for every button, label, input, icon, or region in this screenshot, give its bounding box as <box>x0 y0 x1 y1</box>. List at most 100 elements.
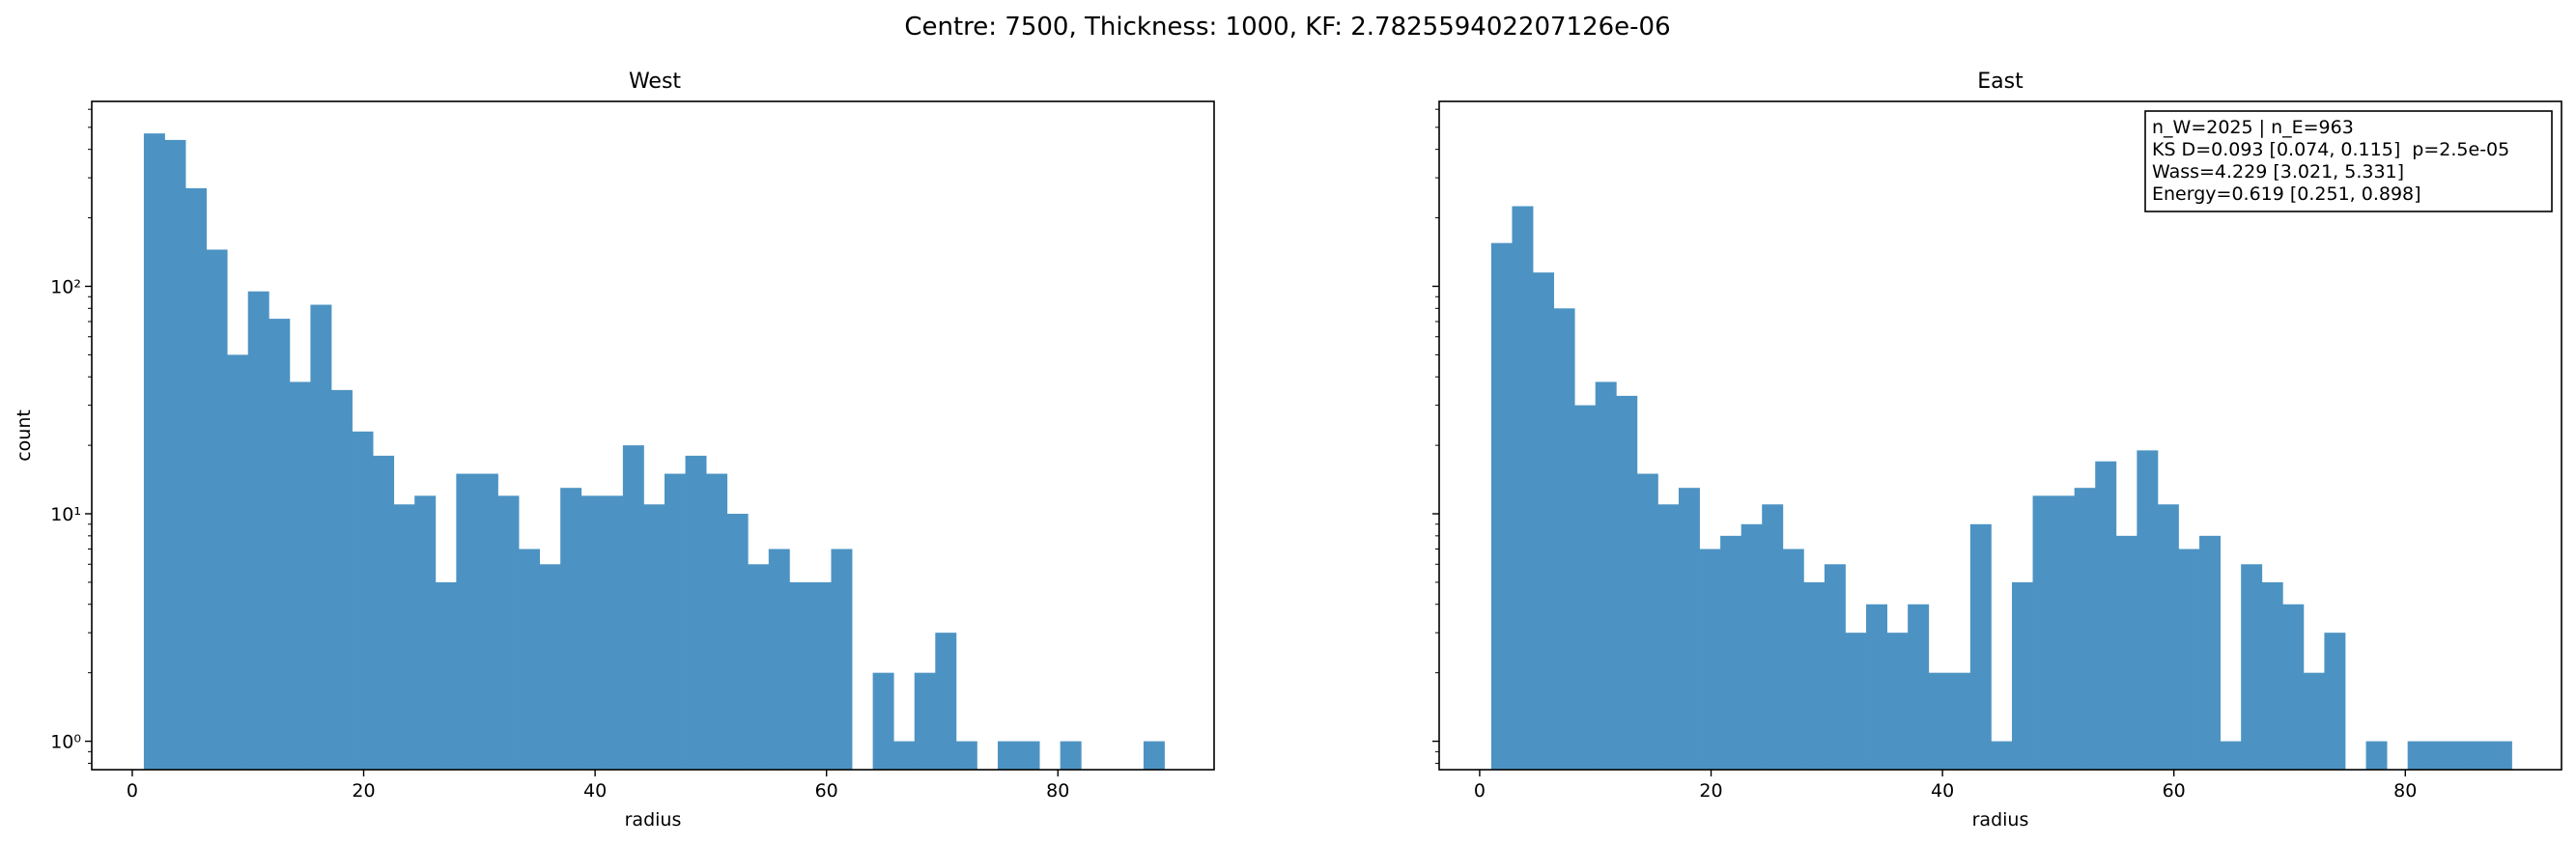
histogram-bar-west-20 <box>560 488 582 770</box>
histogram-bar-west-16 <box>476 473 498 770</box>
histogram-bar-west-37 <box>914 672 936 770</box>
histogram-bar-east-42 <box>2365 741 2388 770</box>
histogram-bar-east-26 <box>2032 495 2054 770</box>
histogram-bar-east-17 <box>1845 633 1867 770</box>
histogram-bar-east-18 <box>1866 604 1887 770</box>
histogram-bar-east-30 <box>2115 535 2137 770</box>
histogram-bar-east-14 <box>1782 549 1804 770</box>
histogram-bar-west-15 <box>456 473 478 770</box>
histogram-bar-west-7 <box>289 381 311 770</box>
histogram-bar-west-2 <box>185 187 207 770</box>
histogram-bar-west-8 <box>310 304 332 770</box>
histogram-bar-west-33 <box>831 549 853 770</box>
histogram-bar-east-39 <box>2303 672 2325 770</box>
histogram-bar-east-48 <box>2490 741 2512 770</box>
x-tick-label-west-1: 20 <box>352 780 375 802</box>
x-tick-label-east-0: 0 <box>1474 780 1486 802</box>
histogram-bar-east-27 <box>2053 495 2076 770</box>
histogram-bar-west-13 <box>414 495 437 770</box>
histogram-bar-west-22 <box>602 495 624 770</box>
x-tick-label-west-3: 60 <box>815 780 838 802</box>
histogram-bar-east-9 <box>1678 488 1700 770</box>
histogram-bar-east-45 <box>2428 741 2450 770</box>
histogram-bar-east-16 <box>1824 564 1846 770</box>
x-tick-label-west-4: 80 <box>1046 780 1069 802</box>
histogram-bar-east-40 <box>2324 633 2346 770</box>
histogram-bar-west-44 <box>1060 741 1082 770</box>
histogram-bar-west-48 <box>1143 741 1165 770</box>
x-tick-label-east-2: 40 <box>1931 780 1954 802</box>
histogram-bar-east-4 <box>1574 405 1597 770</box>
panel-west: West 0 20 40 60 80 10⁰ 10¹ 10² radius count <box>14 70 1215 831</box>
panel-east-axes-frame <box>1438 100 2562 771</box>
y-tick-label-west-0: 10⁰ <box>50 732 81 753</box>
histogram-bar-west-29 <box>748 564 770 770</box>
histogram-bar-west-5 <box>247 291 269 770</box>
histogram-bar-east-20 <box>1908 604 1930 770</box>
histogram-bar-west-41 <box>997 741 1019 770</box>
panel-west-title: West <box>629 70 681 94</box>
histogram-bar-east-34 <box>2199 535 2222 770</box>
histogram-bar-east-35 <box>2220 741 2242 770</box>
x-tick-label-east-4: 80 <box>2393 780 2417 802</box>
histogram-bar-east-31 <box>2137 450 2159 770</box>
histogram-bar-west-4 <box>227 354 249 770</box>
histogram-bar-west-30 <box>768 549 790 770</box>
panel-west-y-ticks: 10⁰ 10¹ 10² <box>50 108 92 764</box>
histogram-bar-east-6 <box>1616 395 1638 770</box>
histogram-bar-east-28 <box>2074 488 2096 770</box>
panel-west-x-ticks: 0 20 40 60 80 <box>127 770 1069 802</box>
histogram-bar-east-19 <box>1886 633 1909 770</box>
histogram-bar-east-46 <box>2449 741 2471 770</box>
histogram-bar-west-3 <box>206 249 228 771</box>
histogram-bar-west-38 <box>935 633 957 770</box>
histogram-bar-east-37 <box>2261 581 2283 770</box>
panel-east: East 0 20 40 60 80 radius n_W=2025 | n_E=963… <box>1432 70 2562 831</box>
histogram-bar-east-7 <box>1636 473 1658 770</box>
stats-annotation-frame <box>2144 110 2553 212</box>
histogram-bar-west-24 <box>643 504 665 770</box>
histogram-bar-west-39 <box>955 741 977 770</box>
stats-line-counts: n_W=2025 | n_E=963 <box>2152 117 2354 138</box>
histogram-bar-west-25 <box>664 473 686 770</box>
histogram-bar-west-21 <box>580 495 603 770</box>
histogram-bar-east-23 <box>1969 523 1992 770</box>
histogram-bar-east-5 <box>1595 381 1617 770</box>
stats-annotation-box: n_W=2025 | n_E=963 KS D=0.093 [0.074, 0.… <box>2144 110 2553 212</box>
histogram-bar-west-42 <box>1018 741 1040 770</box>
histogram-bar-west-11 <box>373 455 395 770</box>
histogram-bar-west-19 <box>539 564 561 770</box>
histogram-bar-east-1 <box>1512 206 1534 770</box>
histogram-bar-east-25 <box>2011 581 2033 770</box>
histogram-bar-east-47 <box>2470 741 2492 770</box>
histogram-bar-west-0 <box>143 133 165 771</box>
histogram-bar-east-38 <box>2282 604 2305 770</box>
histogram-bar-east-8 <box>1657 504 1680 770</box>
x-tick-label-west-2: 40 <box>583 780 607 802</box>
panel-east-x-axis-label: radius <box>1972 809 2029 831</box>
histogram-bar-west-36 <box>893 741 916 770</box>
panel-east-x-ticks: 0 20 40 60 80 <box>1474 770 2417 802</box>
histogram-bar-east-33 <box>2178 549 2200 770</box>
x-tick-label-east-1: 20 <box>1699 780 1722 802</box>
histogram-bar-west-23 <box>622 445 644 770</box>
panel-east-title: East <box>1977 70 2024 94</box>
y-tick-label-west-1: 10¹ <box>50 504 81 525</box>
histogram-bar-west-26 <box>685 455 707 770</box>
histogram-bar-west-28 <box>726 514 749 770</box>
histogram-bar-east-11 <box>1720 535 1742 770</box>
histogram-bar-west-1 <box>164 139 186 771</box>
histogram-bar-west-17 <box>497 495 520 770</box>
panel-east-bars <box>1490 206 2512 770</box>
histogram-bar-east-13 <box>1762 504 1784 770</box>
histogram-bar-west-35 <box>872 672 894 770</box>
y-tick-label-west-2: 10² <box>50 276 81 297</box>
panel-west-bars <box>143 133 1165 771</box>
histogram-bar-east-10 <box>1699 549 1721 770</box>
histogram-bar-east-21 <box>1928 672 1950 770</box>
histogram-bar-east-44 <box>2407 741 2429 770</box>
histogram-bar-west-10 <box>352 431 374 770</box>
panel-west-axes-frame <box>91 100 1215 771</box>
histogram-bar-west-6 <box>269 319 291 770</box>
